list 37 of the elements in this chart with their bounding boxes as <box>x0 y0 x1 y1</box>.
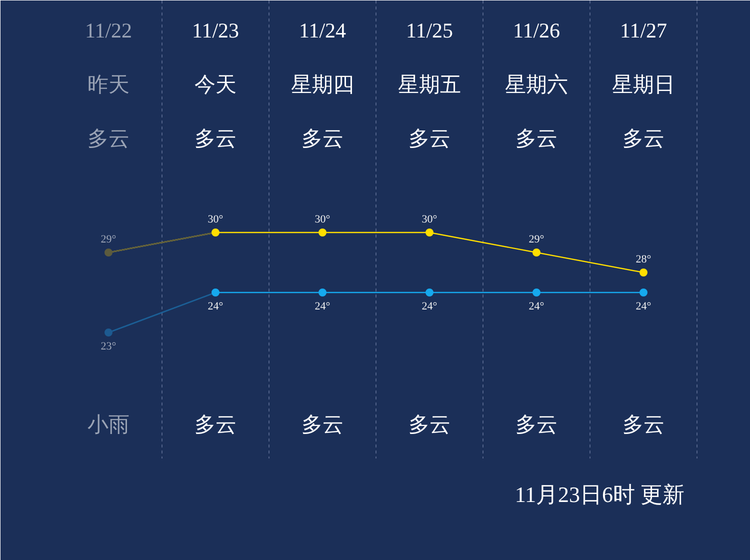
annotation: 星期五 <box>398 72 461 96</box>
x-tick-label: 11/22 <box>84 18 132 42</box>
annotation: 星期六 <box>505 72 568 96</box>
data-label: 24° <box>208 300 224 312</box>
annotation: 多云 <box>622 412 664 436</box>
annotation: 11月23日6时 更新 <box>514 482 685 507</box>
annotation: 多云 <box>408 126 450 150</box>
data-label: 24° <box>314 300 330 312</box>
x-tick-label: 11/26 <box>512 18 560 42</box>
annotation: 小雨 <box>88 412 130 436</box>
annotation: 多云 <box>194 126 236 150</box>
annotation: 昨天 <box>88 72 130 96</box>
annotation: 多云 <box>516 412 558 436</box>
annotation: 星期四 <box>291 72 354 96</box>
data-label: 29° <box>528 234 544 246</box>
annotation: 星期日 <box>612 72 675 96</box>
data-label: 30° <box>314 214 330 226</box>
annotation: 多云 <box>302 412 344 436</box>
data-label: 29° <box>100 234 116 246</box>
annotation: 今天 <box>194 72 236 96</box>
data-label: 24° <box>528 300 544 312</box>
x-tick-label: 11/23 <box>192 18 240 42</box>
data-label: 30° <box>422 214 438 226</box>
data-label: 30° <box>208 214 224 226</box>
x-tick-label: 11/24 <box>298 18 347 42</box>
data-label: 24° <box>636 300 652 312</box>
x-tick-label: 11/27 <box>620 18 668 42</box>
annotation: 多云 <box>194 412 236 436</box>
annotation: 多云 <box>302 126 344 150</box>
annotation: 多云 <box>622 126 664 150</box>
data-label: 23° <box>100 340 116 352</box>
data-label: 24° <box>422 300 438 312</box>
annotation: 多云 <box>516 126 558 150</box>
data-label: 28° <box>636 254 652 266</box>
x-tick-label: 11/25 <box>406 18 454 42</box>
annotation: 多云 <box>408 412 450 436</box>
annotation: 多云 <box>88 126 130 150</box>
